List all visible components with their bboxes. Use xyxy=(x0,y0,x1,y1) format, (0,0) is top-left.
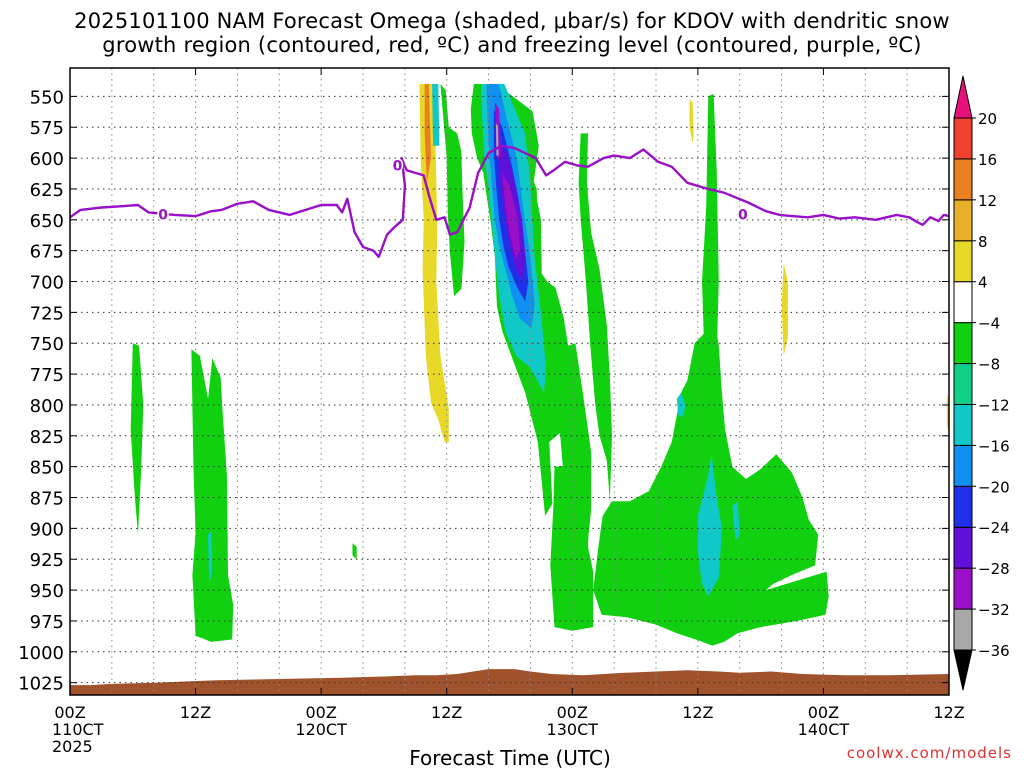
chart-title-line-2: growth region (contoured, red, ºC) and f… xyxy=(102,33,922,57)
x-tick-label: 00Z xyxy=(557,703,588,722)
colorbar-max-arrow xyxy=(953,75,973,119)
y-axis-ticks: 550 575 600 625 650 675 700 725 750 775 800 825 850 8… xyxy=(18,87,949,695)
colorbar-label: 20 xyxy=(978,110,997,128)
freezing-level-line xyxy=(69,144,950,258)
x-tick-label: 12Z xyxy=(431,703,462,722)
omega-shaded-region xyxy=(550,464,594,631)
y-tick-label: 600 xyxy=(30,149,64,170)
colorbar-label: −28 xyxy=(978,560,1010,578)
vertical-gridlines xyxy=(111,68,908,695)
colorbar-label: −12 xyxy=(978,396,1010,414)
y-tick-label: 825 xyxy=(30,427,64,448)
terrain-surface xyxy=(70,669,949,695)
x-tick-label: 2025 xyxy=(52,737,93,756)
colorbar-swatch xyxy=(953,608,973,651)
credit-link[interactable]: coolwx.com/models xyxy=(846,744,1012,762)
x-tick-label: 12Z xyxy=(933,703,964,722)
colorbar-swatch xyxy=(953,526,973,569)
colorbar-swatch xyxy=(953,117,973,160)
colorbar-label: −24 xyxy=(978,519,1010,537)
omega-shaded-region xyxy=(520,172,592,551)
colorbar-label: −4 xyxy=(978,315,1000,333)
omega-shaded-region xyxy=(578,133,612,516)
colorbar-swatch xyxy=(953,158,973,201)
colorbar-swatch xyxy=(953,567,973,610)
colorbar-label: 8 xyxy=(978,233,988,251)
y-tick-label: 775 xyxy=(30,365,64,386)
y-tick-label: 675 xyxy=(30,242,64,263)
colorbar-swatch xyxy=(953,322,973,365)
omega-shaded-region xyxy=(208,530,213,584)
omega-shaded-region xyxy=(502,172,520,260)
y-tick-label: 850 xyxy=(30,458,64,479)
omega-shaded-region xyxy=(432,84,440,146)
horizontal-gridlines xyxy=(70,95,949,684)
y-tick-label: 750 xyxy=(30,334,64,355)
colorbar-swatch xyxy=(953,444,973,487)
freezing-level-contour: 0 0 0 xyxy=(69,144,950,258)
colorbar-swatch xyxy=(953,403,973,446)
omega-shaded-region xyxy=(702,93,719,412)
terrain-layer xyxy=(70,669,949,695)
y-tick-label: 700 xyxy=(30,273,64,294)
freezing-level-label: 0 xyxy=(738,208,748,224)
colorbar-label: −36 xyxy=(978,642,1010,660)
colorbar-swatch xyxy=(953,199,973,242)
colorbar-label: −20 xyxy=(978,478,1010,496)
colorbar-label: −16 xyxy=(978,437,1010,455)
freezing-level-label: 0 xyxy=(158,208,168,224)
y-tick-label: 800 xyxy=(30,396,64,417)
y-tick-label: 975 xyxy=(30,612,64,633)
x-tick-label: 120CT xyxy=(295,720,347,739)
plot-frame xyxy=(69,67,950,696)
omega-shaded-region xyxy=(352,543,357,560)
colorbar-label: 12 xyxy=(978,192,997,210)
x-tick-label: 130CT xyxy=(547,720,599,739)
omega-shaded-region xyxy=(130,343,144,535)
x-tick-label: 12Z xyxy=(682,703,713,722)
y-tick-label: 650 xyxy=(30,211,64,232)
omega-shaded-region xyxy=(697,454,722,597)
y-tick-label: 875 xyxy=(30,489,64,510)
x-tick-label: 00Z xyxy=(305,703,336,722)
omega-shaded-region xyxy=(689,98,694,144)
y-tick-label: 950 xyxy=(30,581,64,602)
omega-shaded-region xyxy=(781,263,788,356)
colorbar-min-arrow xyxy=(953,649,973,691)
y-tick-label: 925 xyxy=(30,550,64,571)
y-tick-label: 1025 xyxy=(18,674,64,695)
colorbar-swatch xyxy=(953,240,973,283)
colorbar-label: 4 xyxy=(978,274,988,292)
y-tick-label: 575 xyxy=(30,118,64,139)
omega-shaded-region xyxy=(440,84,465,297)
omega-shaded-region xyxy=(732,501,740,541)
colorbar-label: −8 xyxy=(978,356,1000,374)
colorbar: −36 −32 −28 −24 −20 −16 −12 −8 −4 4 8 12 16 20 xyxy=(953,75,1010,691)
y-tick-label: 725 xyxy=(30,303,64,324)
x-tick-label: 140CT xyxy=(798,720,850,739)
x-tick-label: 110CT xyxy=(52,720,104,739)
y-tick-label: 1000 xyxy=(18,643,64,664)
omega-shaded-region xyxy=(424,84,431,183)
x-tick-label: 00Z xyxy=(54,703,85,722)
x-tick-label: 00Z xyxy=(808,703,839,722)
x-tick-label: 12Z xyxy=(180,703,211,722)
colorbar-swatch xyxy=(953,485,973,528)
chart-title-line-1: 2025101100 NAM Forecast Omega (shaded, μ… xyxy=(74,9,950,33)
y-tick-label: 625 xyxy=(30,180,64,201)
colorbar-label: 16 xyxy=(978,151,997,169)
colorbar-label: −32 xyxy=(978,601,1010,619)
x-axis-label: Forecast Time (UTC) xyxy=(409,746,611,768)
colorbar-swatch xyxy=(953,363,973,405)
freezing-level-label: 0 xyxy=(393,158,403,174)
y-tick-label: 550 xyxy=(30,87,64,108)
omega-shading xyxy=(130,84,949,646)
y-tick-label: 900 xyxy=(30,519,64,540)
colorbar-swatch xyxy=(953,281,973,324)
omega-shaded-region xyxy=(191,349,234,642)
